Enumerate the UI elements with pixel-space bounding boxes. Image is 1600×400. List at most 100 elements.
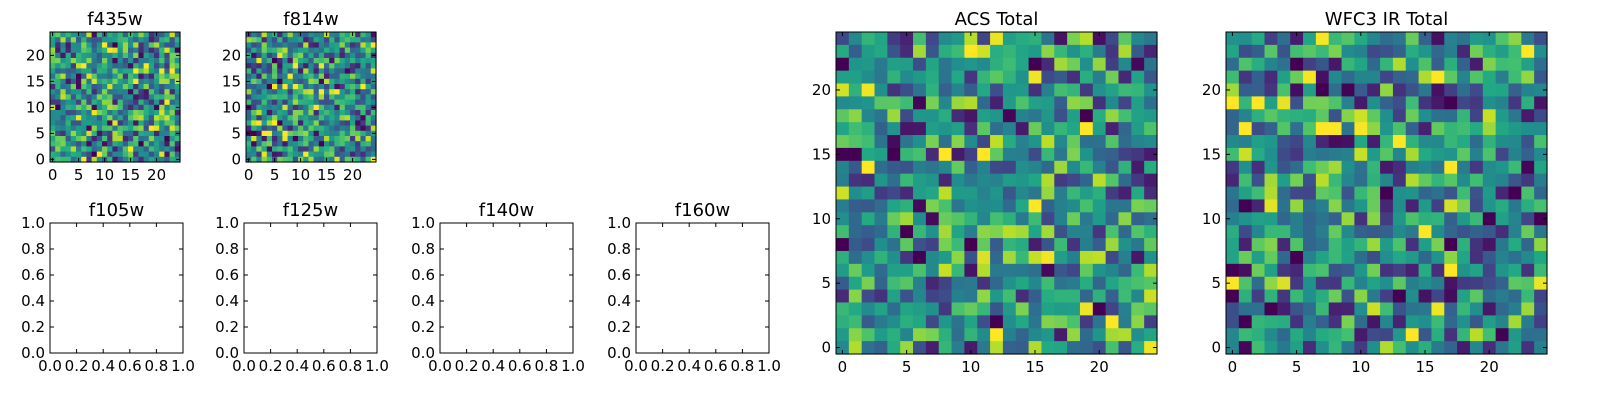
- heatmap-cell: [154, 42, 160, 49]
- heatmap-cell: [1054, 109, 1068, 123]
- heatmap-cell: [287, 58, 294, 64]
- heatmap-cell: [76, 47, 82, 54]
- heatmap-cell: [122, 110, 129, 116]
- heatmap-cell: [1238, 276, 1253, 291]
- heatmap-cell: [91, 78, 98, 85]
- heatmap-cell: [70, 42, 77, 49]
- heatmap-cell: [1092, 315, 1107, 329]
- heatmap-cell: [122, 120, 129, 127]
- heatmap-cell: [272, 104, 278, 111]
- heatmap-cell: [329, 115, 335, 121]
- heatmap-cell: [1328, 122, 1343, 136]
- heatmap-cell: [303, 94, 309, 101]
- heatmap-cell: [164, 110, 171, 116]
- heatmap-cell: [1144, 250, 1158, 265]
- heatmap-cell: [308, 141, 315, 147]
- heatmap-cell: [298, 130, 304, 137]
- heatmap-cell: [313, 110, 320, 116]
- heatmap-cell: [112, 151, 119, 158]
- heatmap-cell: [117, 78, 124, 85]
- heatmap-cell: [159, 52, 165, 59]
- heatmap-cell: [122, 63, 129, 69]
- heatmap-cell: [70, 130, 77, 137]
- heatmap-cell: [913, 32, 927, 46]
- heatmap-cell: [1028, 225, 1043, 239]
- heatmap-cell: [159, 68, 165, 75]
- heatmap-cell: [1290, 44, 1304, 59]
- heatmap-cell: [1251, 315, 1266, 329]
- heatmap-cell: [81, 94, 87, 101]
- heatmap-cell: [277, 99, 283, 106]
- heatmap-cell: [977, 96, 991, 110]
- heatmap-cell: [1238, 238, 1253, 252]
- heatmap-cell: [1226, 160, 1240, 175]
- x-tick-label: 0.6: [704, 357, 728, 375]
- heatmap-cell: [65, 47, 72, 54]
- heatmap-cell: [925, 44, 940, 59]
- heatmap-cell: [308, 37, 315, 43]
- heatmap-cell: [1226, 70, 1240, 85]
- heatmap-cell: [350, 151, 356, 158]
- heatmap-cell: [836, 122, 850, 136]
- heatmap-cell: [272, 63, 278, 69]
- heatmap-cell: [148, 141, 155, 147]
- heatmap-cell: [303, 68, 309, 75]
- heatmap-cell: [1015, 57, 1030, 72]
- heatmap-cell: [1118, 199, 1132, 213]
- heatmap-cell: [112, 136, 119, 142]
- y-tick-label: 10: [222, 98, 241, 116]
- heatmap-cell: [308, 52, 315, 59]
- heatmap-cell: [1015, 44, 1030, 59]
- heatmap-cell: [1226, 289, 1240, 304]
- heatmap-cell: [154, 37, 160, 43]
- heatmap-cell: [86, 52, 93, 59]
- heatmap-cell: [303, 37, 309, 43]
- heatmap-cell: [874, 122, 888, 136]
- heatmap-cell: [925, 135, 940, 149]
- heatmap-cell: [1041, 122, 1055, 136]
- heatmap-cell: [107, 32, 113, 38]
- heatmap-cell: [964, 263, 978, 278]
- heatmap-cell: [1290, 57, 1304, 72]
- heatmap-cell: [60, 73, 67, 80]
- heatmap-cell: [174, 94, 181, 101]
- heatmap-cell: [112, 120, 119, 127]
- heatmap-cell: [913, 341, 927, 355]
- heatmap-cell: [102, 73, 108, 80]
- heatmap-cell: [861, 341, 876, 355]
- heatmap-cell: [1534, 199, 1548, 213]
- heatmap-cell: [938, 57, 953, 72]
- heatmap-cell: [370, 68, 377, 75]
- heatmap-cell: [76, 78, 82, 85]
- heatmap-cell: [266, 110, 273, 116]
- heatmap-cell: [1405, 186, 1420, 201]
- heatmap-cell: [1144, 57, 1158, 72]
- heatmap-cell: [951, 315, 965, 329]
- heatmap-cell: [1405, 341, 1420, 355]
- heatmap-cell: [1144, 122, 1158, 136]
- axes-frame: [243, 222, 378, 354]
- heatmap-cell: [272, 141, 278, 147]
- heatmap-cell: [266, 68, 273, 75]
- heatmap-cell: [1444, 315, 1458, 329]
- heatmap-cell: [96, 99, 103, 106]
- heatmap-cell: [1028, 109, 1043, 123]
- heatmap-cell: [1079, 109, 1094, 123]
- heatmap-cell: [169, 78, 176, 85]
- heatmap-cell: [1534, 83, 1548, 97]
- heatmap-cell: [1251, 44, 1266, 59]
- heatmap-cell: [1328, 147, 1343, 162]
- y-tick-label: 0: [35, 150, 45, 168]
- heatmap-cell: [86, 156, 93, 163]
- heatmap-cell: [1041, 263, 1055, 278]
- heatmap-cell: [334, 94, 341, 101]
- heatmap-cell: [266, 156, 273, 163]
- heatmap-cell: [344, 37, 351, 43]
- heatmap-cell: [1054, 135, 1068, 149]
- heatmap-cell: [256, 156, 263, 163]
- heatmap-cell: [900, 135, 914, 149]
- heatmap-cell: [81, 84, 87, 90]
- heatmap-cell: [251, 156, 257, 163]
